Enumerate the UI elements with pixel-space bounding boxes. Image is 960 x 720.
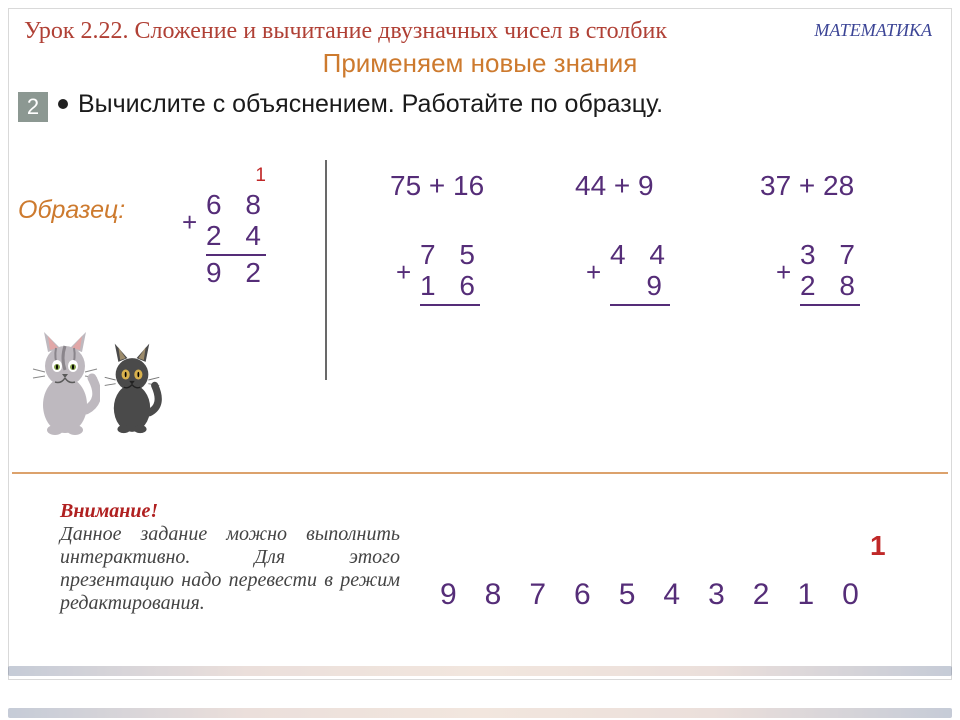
lesson-title: Урок 2.22. Сложение и вычитание двузначн…	[24, 18, 667, 45]
plus-sign: +	[586, 258, 601, 287]
expression-c: 37 + 28	[760, 170, 854, 202]
divider-bar-lower	[8, 708, 952, 718]
example-column-math: 1 + 6 8 2 4 9 2	[206, 190, 266, 288]
addend-1: 4 4	[610, 240, 670, 271]
column-math-c: + 3 7 2 8	[800, 240, 860, 308]
plus-sign: +	[182, 208, 197, 237]
plus-sign: +	[396, 258, 411, 287]
sum-line	[800, 304, 860, 308]
attention-header: Внимание!	[60, 500, 400, 523]
carry-digit: 1	[255, 166, 266, 187]
subheading: Применяем новые знания	[0, 48, 960, 79]
attention-note: Внимание! Данное задание можно выполнить…	[60, 500, 400, 615]
horizontal-separator	[12, 472, 948, 474]
draggable-digit-extra[interactable]: 1	[870, 530, 886, 562]
task-bullet-icon	[58, 99, 68, 109]
subject-label: МАТЕМАТИКА	[814, 20, 932, 41]
sum-line	[420, 304, 480, 308]
sum-result: 9 2	[206, 258, 266, 289]
expression-a: 75 + 16	[390, 170, 484, 202]
vertical-separator	[325, 160, 327, 380]
expression-b: 44 + 9	[575, 170, 654, 202]
cat-light-icon	[30, 330, 100, 440]
addend-2: 2 4	[206, 221, 266, 252]
plus-sign: +	[776, 258, 791, 287]
digits-palette[interactable]: 9876543210	[440, 578, 887, 612]
addend-1: 7 5	[420, 240, 480, 271]
sum-line	[610, 304, 670, 308]
addend-2: 1 6	[420, 271, 480, 302]
task-text: Вычислите с объяснением. Работайте по об…	[78, 90, 663, 119]
attention-body: Данное задание можно выполнить интеракти…	[60, 523, 400, 614]
addend-2: 2 8	[800, 271, 860, 302]
addend-1: 6 8	[206, 190, 266, 221]
task-number-badge: 2	[18, 92, 48, 122]
addend-1: 3 7	[800, 240, 860, 271]
divider-bar-upper	[8, 666, 952, 676]
column-math-b: + 4 4 9	[610, 240, 670, 308]
example-label: Образец:	[18, 196, 125, 225]
addend-2: 9	[610, 271, 670, 302]
column-math-a: + 7 5 1 6	[420, 240, 480, 308]
cat-dark-icon	[100, 340, 164, 440]
